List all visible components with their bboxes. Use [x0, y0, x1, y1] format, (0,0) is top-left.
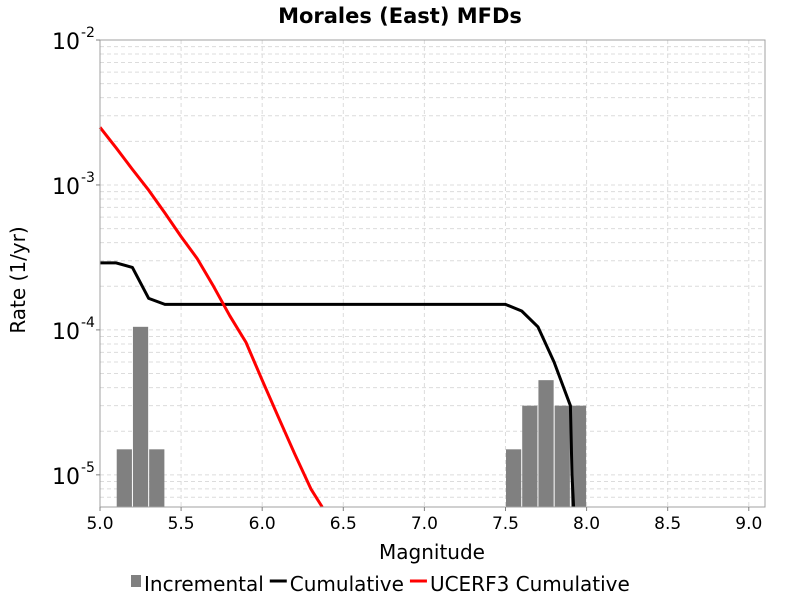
- x-axis-label: Magnitude: [379, 540, 485, 564]
- incremental-bar: [116, 449, 132, 507]
- incremental-bar: [149, 449, 165, 507]
- legend-label: Cumulative: [290, 572, 404, 596]
- y-tick-exponent: -5: [81, 460, 95, 476]
- x-tick-label: 5.0: [86, 514, 113, 534]
- incremental-bars: [116, 326, 587, 507]
- legend: Incremental Cumulative UCERF3 Cumulative: [131, 572, 630, 596]
- x-tick-label: 9.0: [735, 514, 762, 534]
- y-tick-label: 10: [52, 30, 80, 55]
- incremental-bar: [554, 405, 570, 507]
- y-tick-label: 10: [52, 320, 80, 345]
- incremental-bar: [570, 405, 587, 507]
- x-tick-label: 6.5: [330, 514, 357, 534]
- legend-label: Incremental: [144, 572, 264, 596]
- grid: [100, 39, 765, 508]
- incremental-bar: [505, 449, 522, 507]
- y-tick-exponent: -3: [81, 170, 95, 186]
- x-tick-label: 5.5: [168, 514, 195, 534]
- y-tick-exponent: -2: [81, 25, 95, 41]
- plot-area: [99, 39, 766, 508]
- incremental-bar: [538, 380, 554, 507]
- incremental-bar: [132, 326, 149, 507]
- x-tick-label: 7.5: [492, 514, 519, 534]
- legend-label: UCERF3 Cumulative: [430, 572, 630, 596]
- y-tick-label: 10: [52, 465, 80, 490]
- incremental-bar: [522, 405, 538, 507]
- legend-swatch-bar: [131, 575, 141, 587]
- x-axis-ticks: 5.0 5.5 6.0 6.5 7.0 7.5 8.0 8.5 9.0: [86, 507, 762, 534]
- cumulative-line: [100, 261, 576, 508]
- y-axis-ticks: 10-510-410-310-2: [52, 25, 100, 490]
- x-tick-label: 8.0: [573, 514, 600, 534]
- x-tick-label: 6.0: [249, 514, 276, 534]
- x-tick-label: 7.0: [411, 514, 438, 534]
- y-tick-exponent: -4: [81, 315, 95, 331]
- ucerf3-cumulative-line: [98, 126, 324, 508]
- x-tick-label: 8.5: [654, 514, 681, 534]
- y-tick-label: 10: [52, 175, 80, 200]
- chart-title: Morales (East) MFDs: [278, 4, 522, 28]
- y-axis-label: Rate (1/yr): [6, 226, 30, 333]
- series-lines: [98, 126, 576, 508]
